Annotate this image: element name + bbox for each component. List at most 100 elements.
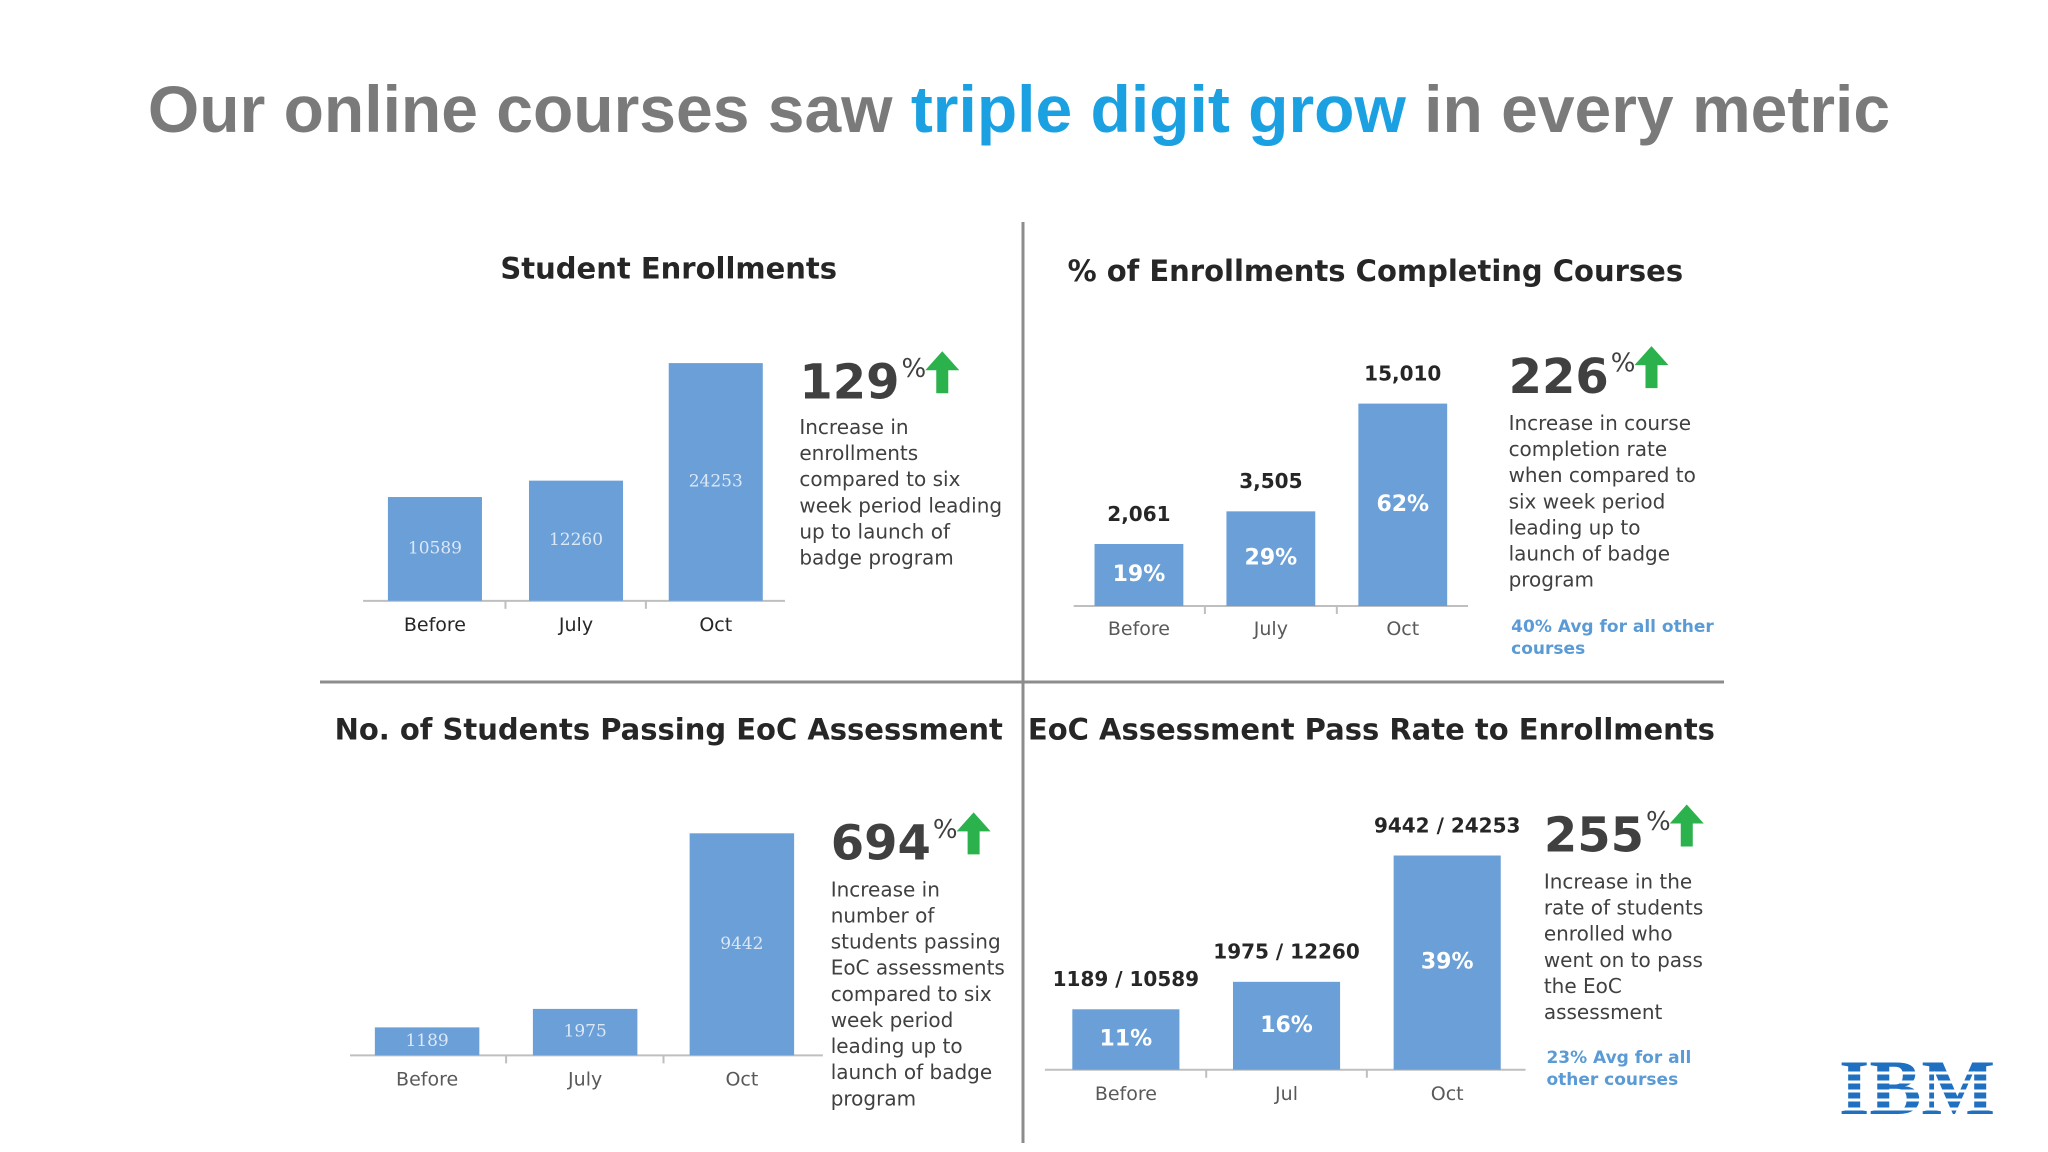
description-line: leading up to xyxy=(1509,515,1641,539)
top-label: 1975 / 12260 xyxy=(1213,940,1359,964)
bar xyxy=(1393,855,1501,1070)
description-line: up to launch of xyxy=(799,519,951,543)
bar xyxy=(668,363,763,601)
up-arrow xyxy=(925,351,960,394)
slide-title: Our online courses saw triple digit grow… xyxy=(148,72,1890,146)
bar xyxy=(689,833,795,1056)
description-line: when compared to xyxy=(1509,463,1696,487)
description-line: compared to six xyxy=(831,982,992,1006)
value-label: 1975 xyxy=(564,1022,607,1042)
category-label: Jul xyxy=(1274,1083,1298,1105)
category-label: Before xyxy=(404,614,466,636)
description-line: number of xyxy=(831,903,936,927)
highlight-unit: % xyxy=(902,354,927,384)
highlight-unit: % xyxy=(1611,349,1636,379)
note-line: 23% Avg for all xyxy=(1546,1048,1691,1068)
description-line: leading up to xyxy=(831,1034,963,1058)
value-label: 1189 xyxy=(405,1031,448,1051)
bar xyxy=(1094,544,1184,607)
bar xyxy=(532,1008,638,1056)
chart-panel: % of Enrollments Completing Courses 19% 2,… xyxy=(1068,254,1715,659)
value-label: 19% xyxy=(1113,562,1166,587)
category-label: Before xyxy=(396,1069,458,1091)
title-highlight: triple digit grow xyxy=(911,72,1407,146)
up-arrow xyxy=(1634,346,1669,389)
highlight-number: 694 xyxy=(831,815,931,871)
category-label: Oct xyxy=(1431,1083,1464,1105)
note-line: courses xyxy=(1511,639,1585,659)
description-line: program xyxy=(831,1086,916,1110)
description-line: Increase in course xyxy=(1509,411,1691,435)
chart-panel: EoC Assessment Pass Rate to Enrollments 1… xyxy=(1028,712,1715,1105)
value-label: 12260 xyxy=(549,530,603,550)
value-label: 29% xyxy=(1245,546,1298,571)
value-label: 24253 xyxy=(689,471,743,491)
logo-text: IBM xyxy=(1839,1044,1995,1131)
description-line: Increase in the xyxy=(1544,869,1692,893)
category-label: July xyxy=(558,614,593,636)
top-label: 3,505 xyxy=(1239,469,1302,493)
category-label: Oct xyxy=(1386,618,1419,640)
value-label: 10589 xyxy=(408,538,462,558)
note-line: 40% Avg for all other xyxy=(1511,617,1714,637)
value-label: 39% xyxy=(1421,950,1474,975)
highlight-number: 255 xyxy=(1544,808,1644,864)
description-line: Increase in xyxy=(831,877,940,901)
up-arrow xyxy=(1669,804,1704,847)
top-label: 9442 / 24253 xyxy=(1374,813,1520,837)
highlight-unit: % xyxy=(1646,807,1671,837)
title-part: in every metric xyxy=(1406,72,1890,146)
chart-title: Student Enrollments xyxy=(500,251,837,285)
category-label: July xyxy=(1253,618,1288,640)
top-label: 15,010 xyxy=(1364,361,1441,385)
bar xyxy=(1358,403,1448,607)
description-line: Increase in xyxy=(799,415,908,439)
category-label: Before xyxy=(1095,1083,1157,1105)
title-part: Our online courses saw xyxy=(148,72,911,146)
description-line: enrollments xyxy=(799,441,918,465)
description-line: launch of badge xyxy=(831,1060,992,1084)
value-label: 62% xyxy=(1376,492,1429,517)
bar xyxy=(374,1027,480,1056)
description-line: went on to pass xyxy=(1544,948,1703,972)
value-label: 11% xyxy=(1100,1027,1153,1052)
description-line: EoC assessments xyxy=(831,956,1005,980)
description-line: students passing xyxy=(831,930,1001,954)
description-line: six week period xyxy=(1509,489,1666,513)
description-line: program xyxy=(1509,568,1594,592)
up-arrow xyxy=(956,812,991,855)
description-line: badge program xyxy=(799,546,953,570)
note-line: other courses xyxy=(1546,1070,1678,1090)
category-label: July xyxy=(567,1069,602,1091)
description-line: the EoC xyxy=(1544,974,1622,998)
bar xyxy=(1232,981,1341,1070)
description-line: compared to six xyxy=(799,467,960,491)
value-label: 16% xyxy=(1260,1013,1313,1038)
description-line: rate of students xyxy=(1544,896,1704,920)
description-line: week period xyxy=(831,1008,954,1032)
chart-panel: No. of Students Passing EoC Assessment 11… xyxy=(335,712,1005,1110)
value-label: 9442 xyxy=(720,934,763,954)
category-label: Before xyxy=(1108,618,1170,640)
ibm-logo: IBM xyxy=(1820,1044,2010,1131)
category-label: Oct xyxy=(699,614,732,636)
description-line: launch of badge xyxy=(1509,542,1670,566)
highlight-unit: % xyxy=(933,815,958,845)
description-line: week period leading xyxy=(799,493,1002,517)
top-label: 2,061 xyxy=(1107,502,1170,526)
logo-stripes xyxy=(1820,1071,2010,1120)
highlight-number: 226 xyxy=(1509,349,1609,405)
bar xyxy=(528,480,624,601)
category-label: Oct xyxy=(725,1069,758,1091)
top-label: 1189 / 10589 xyxy=(1053,967,1199,991)
chart-title: EoC Assessment Pass Rate to Enrollments xyxy=(1028,712,1715,746)
bar xyxy=(1072,1009,1180,1070)
chart-panel: Student Enrollments 10589 Before 12260 July 2… xyxy=(363,251,1002,636)
description-line: assessment xyxy=(1544,1000,1663,1024)
highlight-number: 129 xyxy=(799,354,899,410)
bar xyxy=(387,497,482,601)
description-line: enrolled who xyxy=(1544,922,1673,946)
chart-title: % of Enrollments Completing Courses xyxy=(1068,254,1684,288)
bar xyxy=(1226,511,1316,607)
